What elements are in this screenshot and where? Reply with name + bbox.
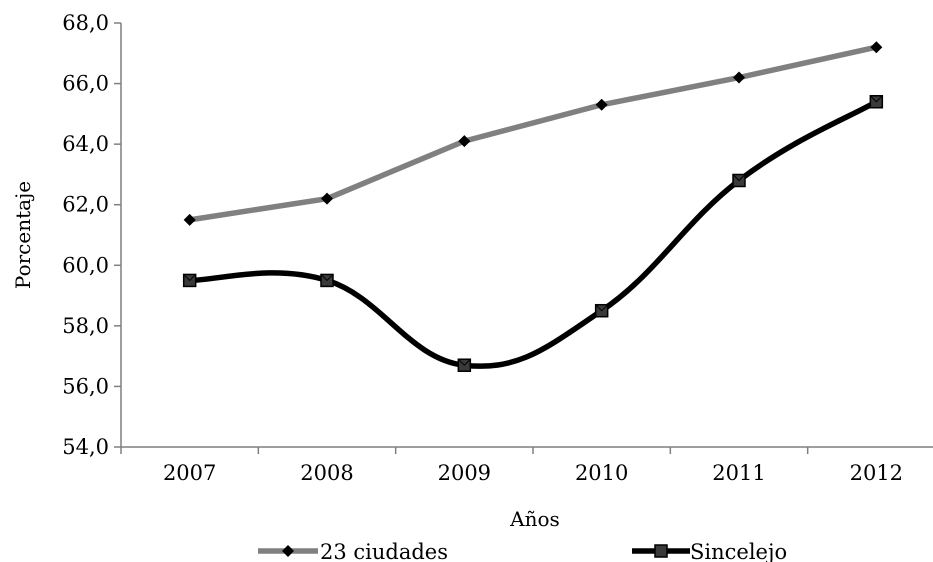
data-point-marker [870,41,883,54]
legend-item-1: 23 ciudades [258,540,448,562]
data-point-marker-detail [183,274,197,282]
y-tick-label: 68,0 [62,11,109,35]
series-line [186,98,880,369]
y-axis-title: Porcentaje [11,181,35,289]
data-point-marker-detail [320,274,334,282]
y-tick-label: 66,0 [62,72,109,96]
data-point-marker [321,192,333,205]
axes [114,22,933,454]
series-1 [183,41,883,226]
x-tick-label: 2007 [163,461,216,485]
series-layer [182,41,884,372]
x-axis-title: Años [509,507,560,531]
data-point-marker [733,71,745,84]
x-tick-label: 2010 [575,461,628,485]
data-point-marker [595,98,608,111]
data-point-marker [458,135,471,148]
data-point-marker-detail [457,358,471,366]
y-tick-label: 58,0 [62,314,109,338]
y-tick-label: 62,0 [62,193,109,217]
y-tick-label: 60,0 [62,253,109,277]
legend-label: Sincelejo [690,540,787,562]
legend-item-2: Sincelejo [632,540,787,562]
y-tick-label: 64,0 [62,132,109,156]
legend-marker [654,544,668,558]
legend-label: 23 ciudades [320,540,448,562]
legend-marker [282,545,294,557]
data-point-marker-detail [732,174,746,182]
data-point-marker-detail [869,95,883,103]
x-tick-label: 2012 [850,461,903,485]
x-tick-label: 2008 [300,461,353,485]
data-point-marker [183,213,196,226]
series-line [186,44,880,223]
x-tick-label: 2011 [712,461,765,485]
legend: 23 ciudades Sincelejo [258,540,787,562]
data-point-marker-detail [595,304,609,312]
y-tick-label: 56,0 [62,374,109,398]
series-2 [182,94,884,372]
y-tick-label: 54,0 [62,435,109,459]
x-tick-label: 2009 [438,461,491,485]
tick-labels: 54,0 56,0 58,0 60,0 62,0 64,0 66,0 68,0 2007 2008… [62,11,903,485]
